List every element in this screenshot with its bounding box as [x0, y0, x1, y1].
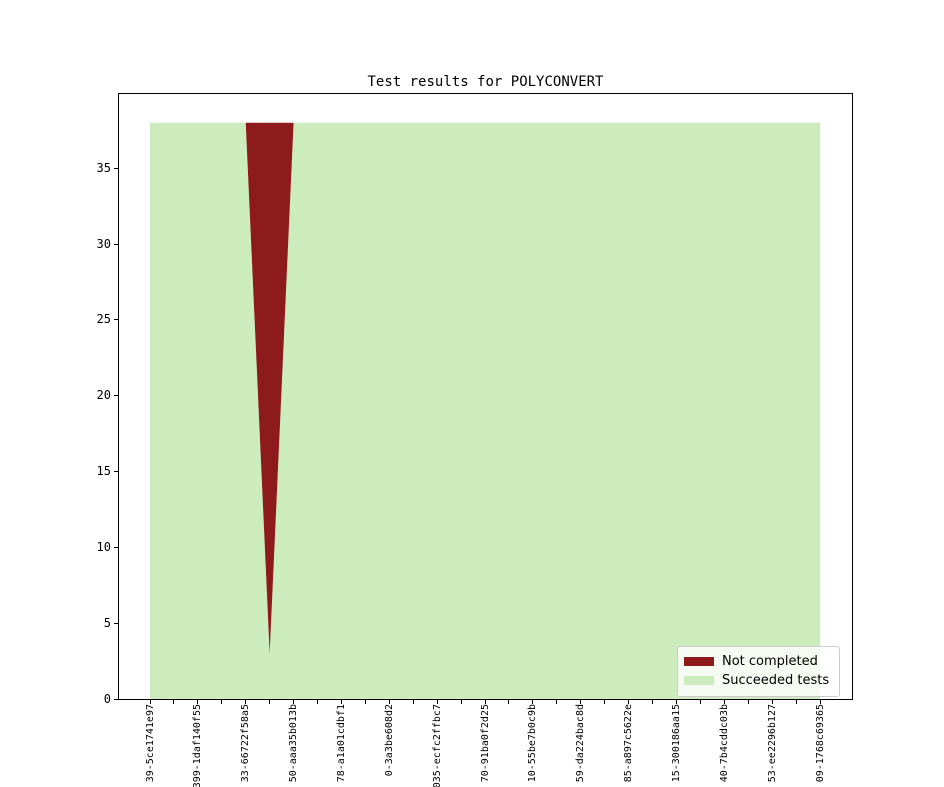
x-tick-label: 39-5ce1741e97	[144, 704, 156, 783]
y-tick-mark	[114, 243, 118, 245]
x-tick-mark	[221, 700, 223, 704]
y-tick-mark	[114, 546, 118, 548]
y-tick-label: 30	[96, 236, 111, 251]
x-tick-mark	[293, 700, 295, 704]
axes-frame	[118, 93, 853, 700]
x-tick-mark	[556, 700, 558, 704]
x-tick-label: 0-3a3be608d2	[383, 704, 395, 777]
x-tick-label: 85-a897c5622e	[623, 704, 635, 783]
x-tick-mark	[795, 700, 797, 704]
x-tick-mark	[436, 700, 438, 704]
x-tick-label: 09-1768c69365	[814, 704, 826, 783]
x-tick-mark	[340, 700, 342, 704]
x-tick-label: 78-a1a01cdbf1	[335, 704, 347, 783]
y-tick-label: 10	[96, 539, 111, 554]
legend-entry-succeeded-tests: Succeeded tests	[684, 671, 839, 690]
x-tick-mark	[364, 700, 366, 704]
x-tick-mark	[723, 700, 725, 704]
chart-title: Test results for POLYCONVERT	[367, 74, 604, 90]
y-tick-mark	[114, 471, 118, 473]
x-tick-mark	[628, 700, 630, 704]
x-tick-label: 70-91ba0f2d25	[479, 704, 491, 783]
x-tick-mark	[508, 700, 510, 704]
legend-box: Not completed Succeeded tests	[677, 646, 840, 697]
x-tick-label: 15-300186aa15	[670, 704, 682, 783]
legend-entry-not-completed: Not completed	[684, 652, 839, 671]
x-tick-label: 40-7b4cddc03b	[718, 704, 730, 783]
x-tick-label: 33-66722f58a5	[240, 704, 252, 783]
x-tick-mark	[484, 700, 486, 704]
x-tick-mark	[317, 700, 318, 704]
x-tick-mark	[771, 700, 773, 704]
area-succeeded-tests	[150, 122, 821, 699]
y-tick-mark	[114, 167, 118, 169]
x-tick-mark	[269, 700, 271, 704]
legend-label-not-completed: Not completed	[722, 654, 818, 669]
x-tick-mark	[652, 700, 654, 704]
x-tick-mark	[819, 700, 821, 704]
x-tick-label: 50-aaa35b013b	[288, 704, 300, 783]
x-tick-label: 53-ee2296b127	[766, 704, 778, 783]
x-tick-mark	[197, 700, 199, 704]
legend-label-succeeded-tests: Succeeded tests	[722, 673, 830, 688]
y-tick-label: 35	[96, 160, 111, 175]
legend-swatch-succeeded-tests	[684, 676, 714, 685]
x-tick-mark	[388, 700, 390, 704]
y-tick-label: 25	[96, 312, 111, 327]
x-tick-mark	[580, 700, 582, 704]
stacked-area-plot	[150, 122, 821, 699]
x-tick-label: 399-1daf140f55	[192, 704, 204, 787]
x-tick-mark	[460, 700, 462, 704]
x-tick-mark	[747, 700, 749, 704]
legend-swatch-not-completed	[684, 657, 714, 666]
x-tick-mark	[675, 700, 677, 704]
x-tick-mark	[604, 700, 606, 704]
y-tick-label: 20	[96, 388, 111, 403]
y-tick-mark	[114, 319, 118, 321]
x-tick-mark	[245, 700, 247, 704]
y-tick-mark	[114, 698, 118, 700]
x-tick-label: 10-55be7b0c9b	[527, 704, 539, 783]
x-tick-mark	[149, 700, 151, 704]
y-tick-label: 0	[103, 691, 111, 706]
x-tick-mark	[532, 700, 534, 704]
x-tick-label: 59-da224bac8d	[575, 704, 587, 783]
x-tick-mark	[173, 700, 175, 704]
y-tick-mark	[114, 622, 118, 624]
x-tick-mark	[699, 700, 701, 704]
y-tick-label: 15	[96, 464, 111, 479]
x-tick-mark	[412, 700, 414, 704]
x-tick-label: 035-ecfc2ffbc7	[431, 704, 443, 787]
y-tick-label: 5	[103, 615, 111, 630]
y-tick-mark	[114, 395, 118, 397]
